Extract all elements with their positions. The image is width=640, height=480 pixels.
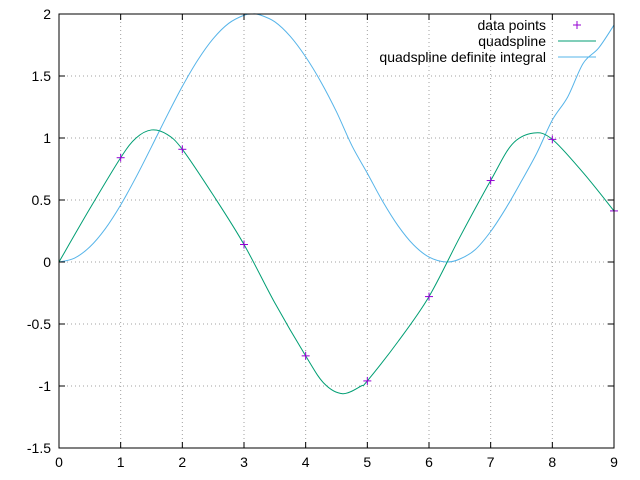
y-tick-label: -0.5: [27, 316, 51, 332]
y-tick-label: 0: [43, 254, 51, 270]
x-tick-label: 6: [425, 454, 433, 470]
x-tick-label: 3: [240, 454, 248, 470]
x-tick-label: 2: [178, 454, 186, 470]
y-tick-label: 1: [43, 130, 51, 146]
data-point-marker: [548, 135, 557, 144]
x-tick-label: 7: [487, 454, 495, 470]
data-point-marker: [425, 292, 433, 301]
x-tick-label: 9: [610, 454, 618, 470]
series-line-quadspline-definite-integral: [58, 13, 615, 263]
series-line-quadspline: [58, 129, 615, 395]
data-point-marker: [116, 153, 125, 162]
data-point-marker: [486, 176, 495, 185]
data-point-marker: [178, 145, 187, 154]
data-point-marker: [301, 351, 310, 360]
y-tick-label: 1.5: [32, 68, 52, 84]
plot-frame: [58, 13, 615, 449]
grid-lines: [59, 14, 614, 448]
data-point-marker: [363, 376, 372, 385]
legend-label: quadspline: [478, 33, 546, 49]
x-tick-label: 5: [363, 454, 371, 470]
y-tick-label: -1: [39, 378, 52, 394]
plot-area: [58, 13, 618, 395]
y-tick-label: 2: [43, 6, 51, 22]
data-point-marker: [240, 240, 248, 249]
y-tick-label: 0.5: [32, 192, 52, 208]
y-tick-label: -1.5: [27, 440, 51, 456]
legend-label: quadspline definite integral: [379, 49, 546, 65]
axis-ticks: 0 1 2 3 4 5 6 7 8 9 -1.5 -1 -0.5 0 0.5 1 1.5 2: [27, 6, 618, 470]
x-tick-label: 1: [117, 454, 125, 470]
x-tick-label: 4: [302, 454, 310, 470]
x-tick-label: 0: [55, 454, 63, 470]
x-tick-label: 8: [548, 454, 556, 470]
legend-label: data points: [478, 17, 547, 33]
